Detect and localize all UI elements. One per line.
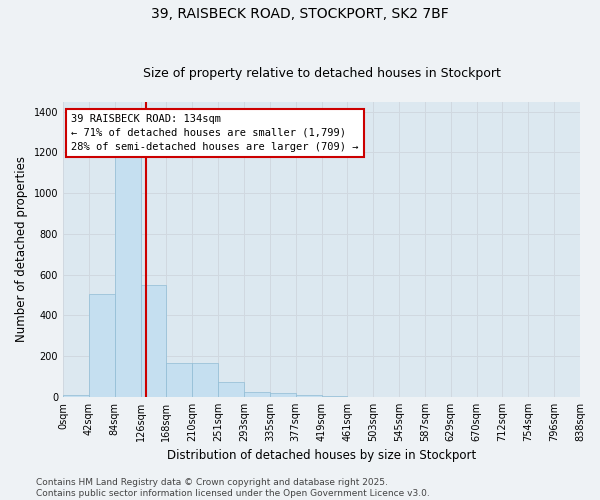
Text: 39, RAISBECK ROAD, STOCKPORT, SK2 7BF: 39, RAISBECK ROAD, STOCKPORT, SK2 7BF bbox=[151, 8, 449, 22]
Bar bbox=[89, 294, 115, 397]
Text: 39 RAISBECK ROAD: 134sqm
← 71% of detached houses are smaller (1,799)
28% of sem: 39 RAISBECK ROAD: 134sqm ← 71% of detach… bbox=[71, 114, 358, 152]
Bar bbox=[244, 392, 270, 397]
Bar bbox=[322, 396, 347, 397]
X-axis label: Distribution of detached houses by size in Stockport: Distribution of detached houses by size … bbox=[167, 450, 476, 462]
Bar bbox=[140, 285, 166, 397]
Text: Contains HM Land Registry data © Crown copyright and database right 2025.
Contai: Contains HM Land Registry data © Crown c… bbox=[36, 478, 430, 498]
Bar bbox=[270, 394, 296, 397]
Bar bbox=[296, 395, 322, 397]
Y-axis label: Number of detached properties: Number of detached properties bbox=[15, 156, 28, 342]
Bar bbox=[115, 136, 140, 397]
Title: Size of property relative to detached houses in Stockport: Size of property relative to detached ho… bbox=[143, 66, 500, 80]
Bar bbox=[63, 396, 89, 397]
Bar bbox=[218, 382, 244, 397]
Bar bbox=[166, 364, 192, 397]
Bar bbox=[192, 364, 218, 397]
